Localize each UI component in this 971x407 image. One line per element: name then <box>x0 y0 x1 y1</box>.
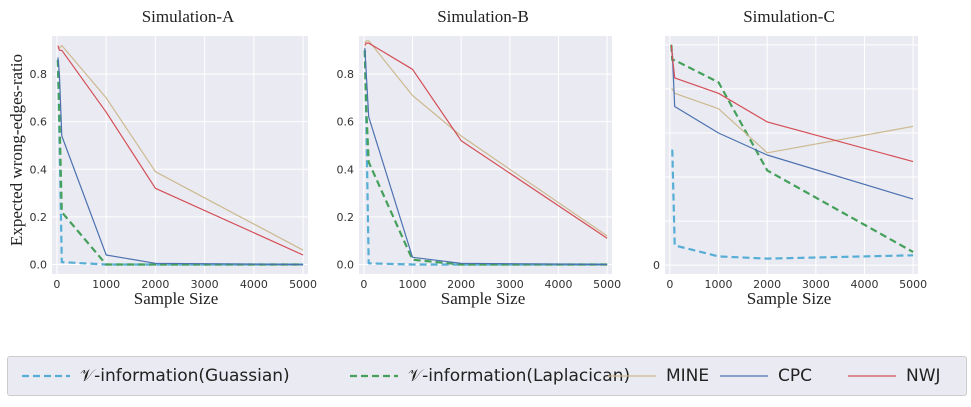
x-axis-label: Sample Size <box>747 289 832 308</box>
chart-title: Simulation-A <box>142 7 235 26</box>
legend-item-nwj: NWJ <box>848 357 941 395</box>
x-tick-label: 0 <box>53 278 60 291</box>
legend-item-guassian: 𝒱-information(Guassian) <box>22 357 290 395</box>
panel-simulation-a: Simulation-A Expected wrong-edges-ratio … <box>7 7 317 308</box>
plot-area <box>359 36 612 274</box>
legend-item-mine: MINE <box>608 357 709 395</box>
y-tick-label: 0.0 <box>30 258 48 271</box>
y-tick-label: 0.0 <box>337 258 355 271</box>
y-tick-label: 0.4 <box>337 163 355 176</box>
x-tick-label: 4000 <box>850 278 878 291</box>
y-tick-label: 0.6 <box>30 116 48 129</box>
series-line-mine <box>671 88 914 154</box>
legend-item-cpc: CPC <box>720 357 812 395</box>
legend-label: MINE <box>666 366 710 386</box>
x-tick-label: 2000 <box>753 278 781 291</box>
plot-background <box>359 36 612 274</box>
legend-swatch <box>720 375 768 377</box>
panel-simulation-b: Simulation-B Sample Size 0 1000 2000 3000 40… <box>337 7 622 308</box>
x-tick-label: 1000 <box>92 278 120 291</box>
legend-label: 𝒱-information(Laplacican) <box>408 366 631 386</box>
y-tick-label: 0.6 <box>337 116 355 129</box>
chart-title: Simulation-C <box>743 7 835 26</box>
legend-swatch <box>350 374 398 378</box>
plot-background <box>52 36 308 274</box>
y-tick-label: 0.8 <box>337 68 355 81</box>
legend-label: 𝒱-information(Guassian) <box>80 366 290 386</box>
series-line-nwj <box>364 42 608 239</box>
legend: 𝒱-information(Guassian) 𝒱-information(La… <box>7 356 967 396</box>
plot-background <box>665 36 918 274</box>
x-tick-label: 4000 <box>544 278 572 291</box>
x-tick-label: 2000 <box>447 278 475 291</box>
x-tick-label: 5000 <box>899 278 927 291</box>
x-tick-label: 1000 <box>399 278 427 291</box>
series-line-nwj <box>57 45 304 256</box>
series-line-v-information-laplacican- <box>56 59 304 266</box>
legend-label: NWJ <box>906 366 941 386</box>
x-tick-label: 5000 <box>593 278 621 291</box>
x-tick-label: 4000 <box>240 278 268 291</box>
legend-swatch <box>608 375 656 377</box>
series-line-cpc <box>364 47 608 266</box>
x-tick-label: 2000 <box>141 278 169 291</box>
series-line-mine <box>364 40 608 237</box>
series-line-nwj <box>670 44 914 163</box>
panel-simulation-c: Simulation-C Sample Size 0 1000 2000 3000 40… <box>653 7 927 308</box>
y-axis-label: Expected wrong-edges-ratio <box>7 54 26 246</box>
x-axis-label: Sample Size <box>441 289 526 308</box>
y-tick-label: 0.2 <box>337 211 355 224</box>
legend-swatch <box>848 375 896 377</box>
x-tick-label: 0 <box>360 278 367 291</box>
x-tick-label: 0 <box>666 278 673 291</box>
legend-label: CPC <box>778 366 812 386</box>
y-tick-label: 0.2 <box>30 211 48 224</box>
y-tick-label: 0.4 <box>30 163 48 176</box>
legend-swatch <box>22 374 70 378</box>
figure: Simulation-A Expected wrong-edges-ratio … <box>7 7 927 308</box>
chart-title: Simulation-B <box>437 7 529 26</box>
x-tick-label: 5000 <box>289 278 317 291</box>
series-line-v-information-guassian- <box>671 149 914 260</box>
series-line-v-information-laplacican- <box>363 50 608 266</box>
x-tick-label: 3000 <box>191 278 219 291</box>
y-tick-label: 0.8 <box>30 68 48 81</box>
x-tick-label: 1000 <box>705 278 733 291</box>
x-tick-label: 3000 <box>496 278 524 291</box>
series-line-cpc <box>57 57 304 266</box>
plot-area <box>665 36 918 274</box>
y-tick-label: 0 <box>653 259 660 272</box>
x-tick-label: 3000 <box>802 278 830 291</box>
plot-area <box>52 36 308 274</box>
legend-item-laplacican: 𝒱-information(Laplacican) <box>350 357 630 395</box>
x-axis-label: Sample Size <box>134 289 219 308</box>
